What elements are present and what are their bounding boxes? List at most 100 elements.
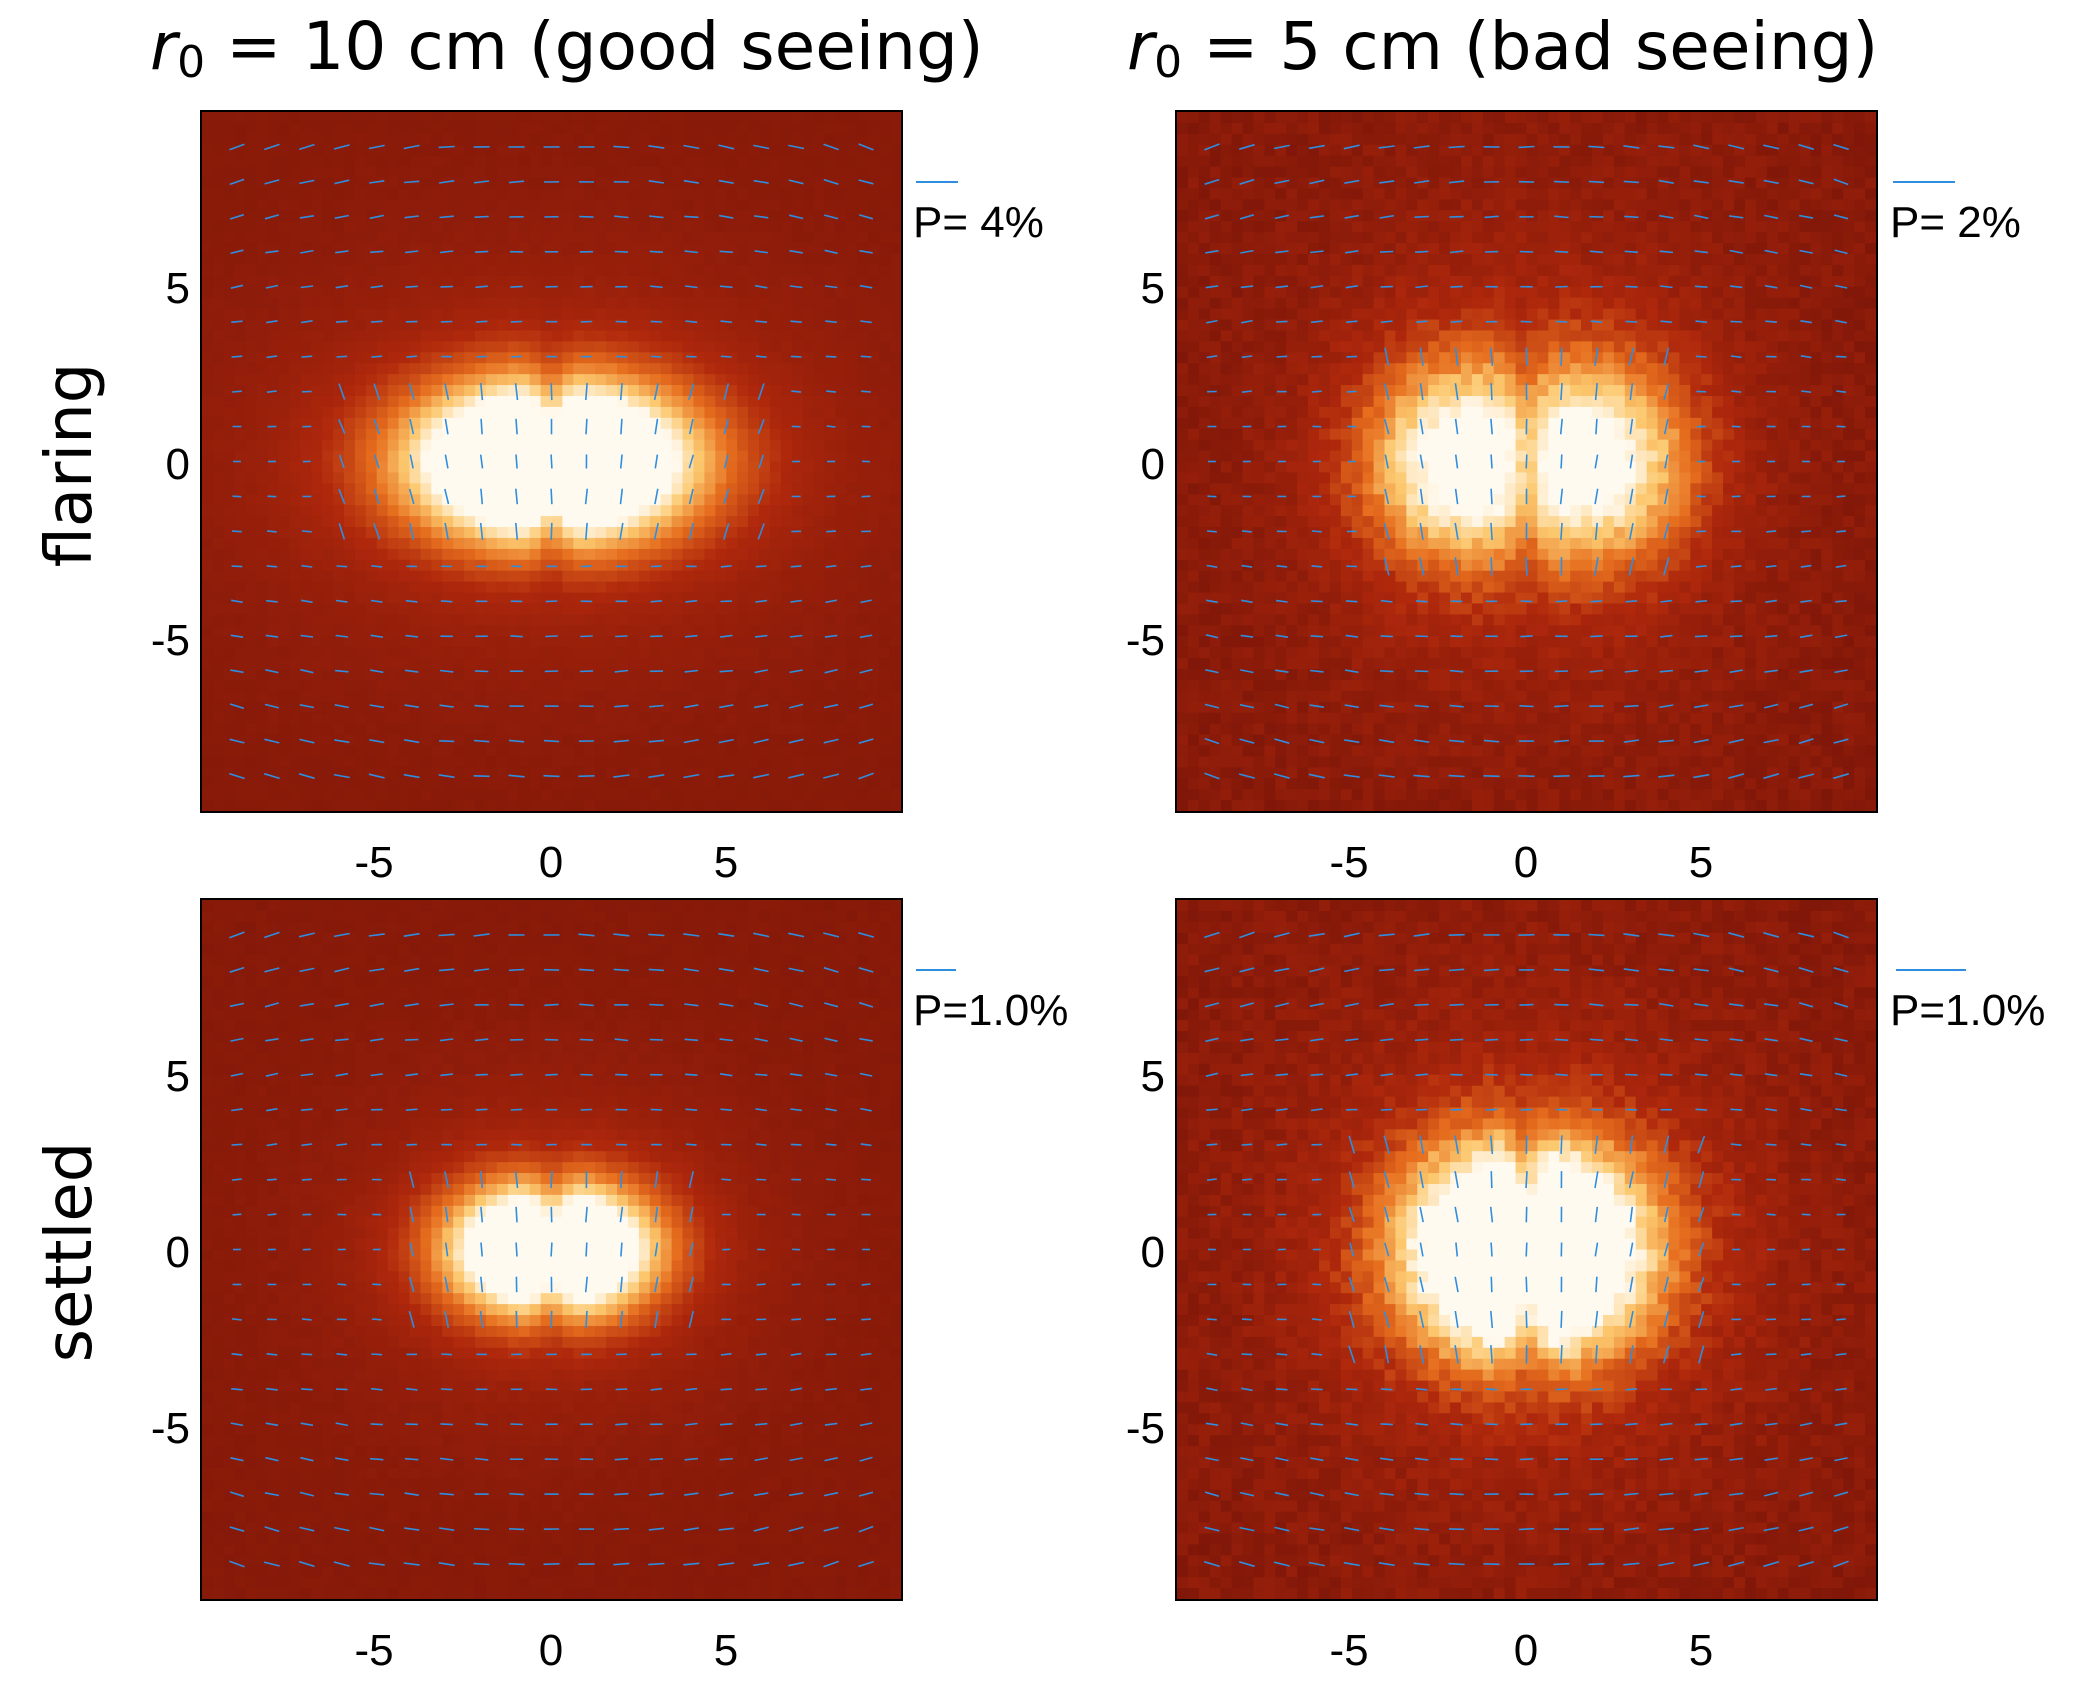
polarization-vector: [723, 454, 729, 469]
heatmap-cell: [420, 581, 432, 594]
heatmap-cell: [431, 461, 443, 474]
heatmap-cell: [551, 461, 564, 474]
heatmap-cell: [278, 297, 290, 310]
polarization-vector: [654, 488, 659, 505]
heatmap-cell: [671, 275, 684, 288]
heatmap-cell: [475, 767, 487, 779]
heatmap-cell: [431, 559, 443, 572]
heatmap-cell: [846, 712, 858, 725]
heatmap-cell: [595, 625, 607, 637]
heatmap-cell: [485, 330, 498, 342]
heatmap-cell: [693, 319, 705, 332]
heatmap-cell: [737, 439, 749, 452]
heatmap-cell: [1264, 112, 1276, 124]
heatmap-cell: [857, 352, 869, 364]
heatmap-cell: [671, 417, 684, 430]
polarization-vector: [229, 738, 245, 744]
heatmap-cell: [813, 603, 826, 615]
heatmap-cell: [726, 144, 738, 157]
heatmap-cell: [311, 745, 323, 757]
heatmap-cell: [890, 286, 901, 299]
heatmap-cell: [234, 592, 247, 605]
heatmap-cell: [846, 690, 858, 703]
heatmap-cell: [824, 647, 837, 659]
heatmap-cell: [1242, 461, 1255, 474]
heatmap-cell: [333, 395, 345, 408]
heatmap-cell: [759, 319, 771, 332]
heatmap-cell: [354, 679, 367, 692]
heatmap-cell: [780, 592, 793, 605]
polarization-vector: [824, 214, 839, 220]
polarization-vector: [723, 488, 730, 505]
heatmap-cell: [649, 122, 662, 135]
heatmap-cell: [1253, 232, 1265, 244]
heatmap-cell: [813, 527, 826, 539]
heatmap-cell: [1187, 570, 1200, 583]
heatmap-cell: [278, 516, 290, 528]
heatmap-cell: [813, 341, 826, 353]
heatmap-cell: [300, 428, 312, 441]
heatmap-cell: [376, 330, 389, 342]
heatmap-cell: [769, 723, 782, 736]
heatmap-cell: [485, 734, 498, 747]
heatmap-cell: [223, 450, 236, 463]
heatmap-cell: [475, 778, 487, 790]
polarization-vector: [300, 249, 314, 254]
heatmap-cell: [791, 712, 804, 725]
heatmap-cell: [1220, 275, 1233, 288]
heatmap-cell: [540, 363, 553, 375]
column-title-text: = 10 cm (good seeing): [205, 8, 984, 85]
heatmap-cell: [387, 756, 400, 768]
heatmap-cell: [671, 395, 684, 408]
heatmap-cell: [737, 352, 749, 364]
heatmap-cell: [1242, 592, 1255, 605]
heatmap-cell: [595, 483, 607, 495]
heatmap-cell: [289, 527, 301, 539]
heatmap-cell: [475, 494, 487, 506]
heatmap-cell: [343, 505, 356, 517]
heatmap-cell: [365, 669, 378, 681]
polarization-vector: [790, 599, 803, 603]
heatmap-cell: [1253, 789, 1265, 801]
heatmap-cell: [780, 461, 793, 474]
heatmap-cell: [1231, 232, 1244, 244]
heatmap-cell: [802, 210, 815, 222]
heatmap-cell: [769, 210, 782, 222]
heatmap-cell: [737, 734, 749, 747]
heatmap-cell: [671, 253, 684, 266]
heatmap-cell: [278, 712, 290, 725]
heatmap-cell: [584, 570, 596, 583]
heatmap-cell: [660, 647, 673, 659]
polarization-vector: [508, 739, 525, 743]
heatmap-cell: [813, 232, 826, 244]
heatmap-cell: [202, 581, 214, 594]
heatmap-cell: [617, 756, 629, 768]
heatmap-cell: [387, 122, 400, 135]
heatmap-cell: [693, 516, 705, 528]
heatmap-cell: [802, 406, 815, 419]
heatmap-cell: [813, 559, 826, 572]
heatmap-cell: [857, 625, 869, 637]
heatmap-cell: [573, 712, 585, 725]
heatmap-cell: [475, 363, 487, 375]
heatmap-cell: [343, 439, 356, 452]
heatmap-cell: [759, 723, 771, 736]
heatmap-cell: [737, 450, 749, 463]
polarization-vector: [301, 355, 313, 358]
heatmap-cell: [868, 723, 880, 736]
heatmap-cell: [879, 308, 891, 321]
heatmap-cell: [1220, 701, 1233, 714]
heatmap-cell: [322, 221, 334, 233]
heatmap-cell: [857, 636, 869, 648]
heatmap-cell: [518, 243, 531, 255]
polarization-vector: [338, 454, 345, 469]
heatmap-cell: [573, 603, 585, 615]
heatmap-cell: [715, 385, 727, 397]
heatmap-cell: [1220, 505, 1233, 517]
heatmap-cell: [802, 712, 815, 725]
heatmap-cell: [846, 767, 858, 779]
polarization-vector: [860, 320, 872, 324]
heatmap-cell: [343, 756, 356, 768]
heatmap-cell: [715, 352, 727, 364]
heatmap-cell: [1253, 374, 1265, 386]
